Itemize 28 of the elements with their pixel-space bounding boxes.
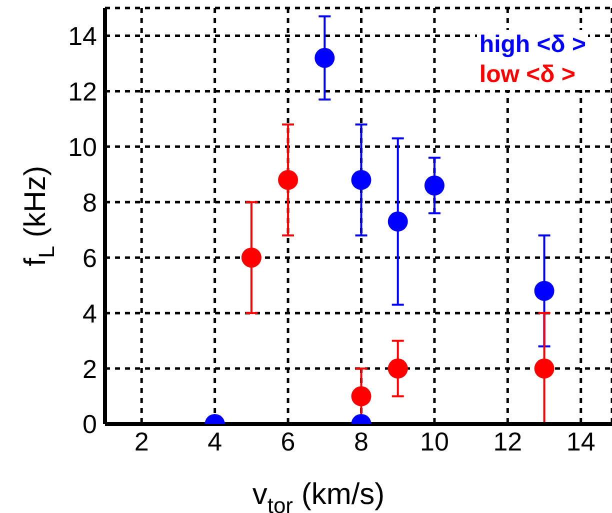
x-axis-title: v$_{tor}$ (km/s) [252,478,385,513]
y-tick-label: 14 [68,20,97,51]
point [424,175,444,196]
y-tick-label: 4 [82,298,97,328]
y-tick-label: 6 [82,242,97,273]
y-tick-label: 10 [68,132,97,162]
x-tick-label: 10 [420,426,449,456]
point [388,358,408,379]
text: high <δ > [479,30,586,60]
point [241,248,262,268]
x-tick-label: 4 [208,426,222,456]
y-tick-label: 12 [68,76,97,106]
point [534,358,554,379]
point [351,170,372,190]
point [388,212,408,232]
text: low <δ > [479,60,576,90]
y-tick-label: 0 [82,409,97,440]
x-tick-label: 8 [354,426,368,456]
point [278,170,298,190]
y-tick-label: 2 [82,354,97,384]
point [534,280,554,301]
y-tick-label: 8 [82,187,97,218]
x-tick-label: 12 [493,426,522,456]
x-tick-label: 6 [280,426,296,456]
x-tick-label: 14 [566,426,596,456]
point [351,386,372,406]
point [314,48,335,68]
x-tick-label: 2 [134,426,149,456]
